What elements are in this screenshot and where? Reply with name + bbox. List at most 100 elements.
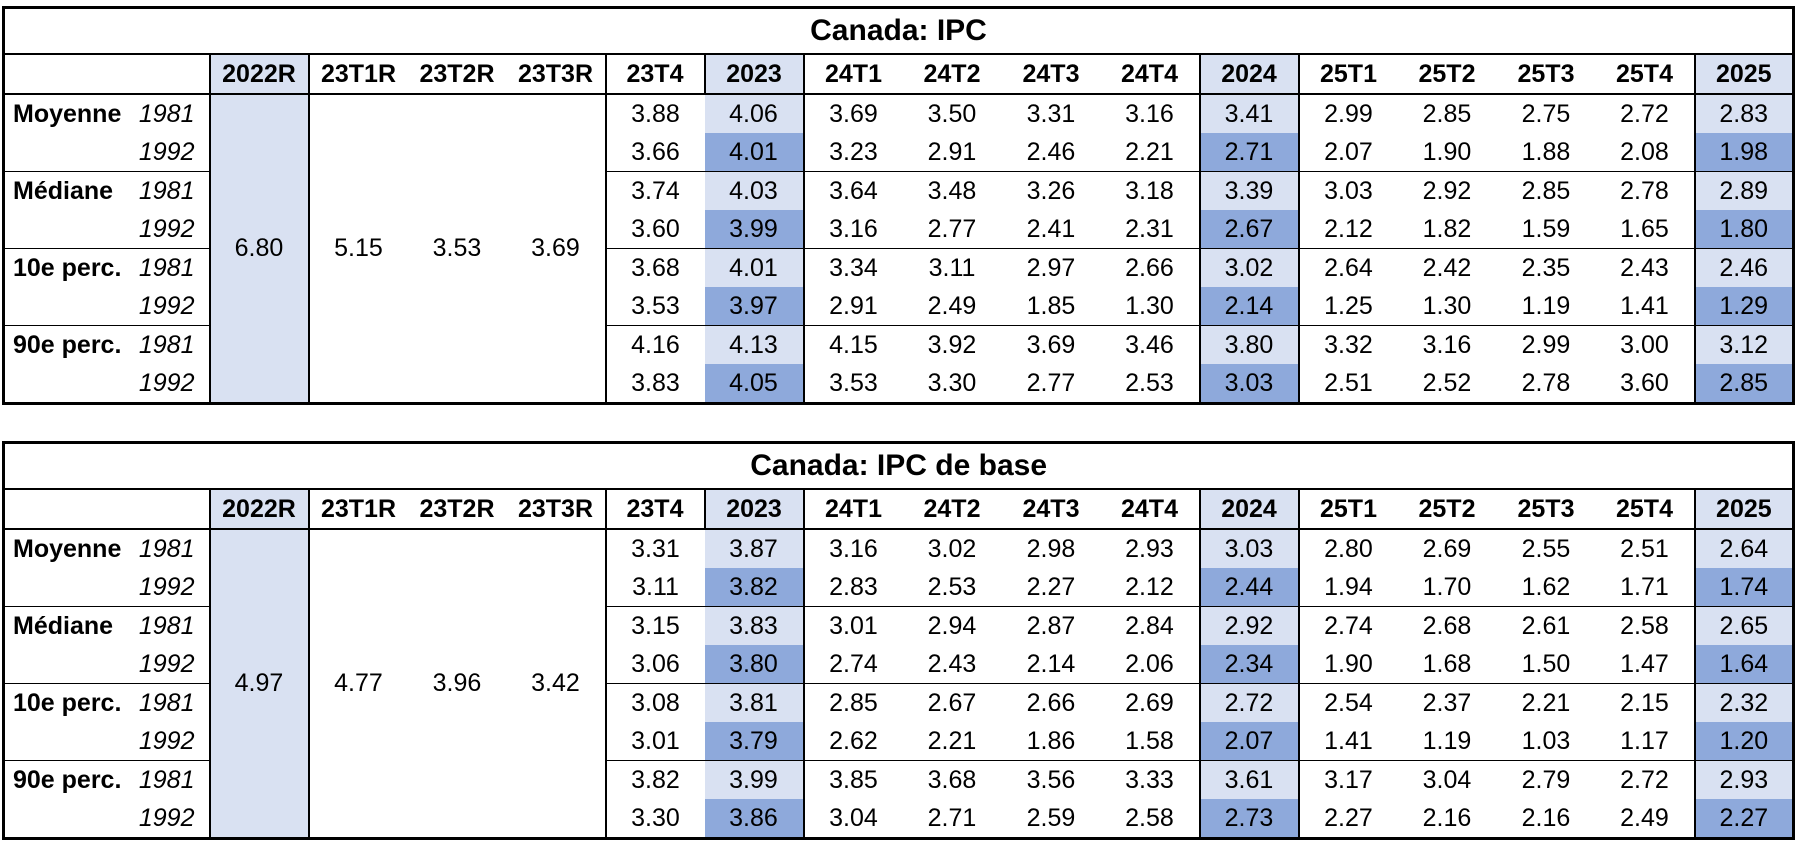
value-cell: 2.37 bbox=[1422, 688, 1472, 717]
value-cell: 2.16 bbox=[1521, 803, 1571, 832]
vintage-label: 1981 bbox=[138, 253, 195, 282]
value-cell: 2.15 bbox=[1620, 688, 1669, 717]
vintage-label: 1981 bbox=[138, 611, 195, 640]
value-cell: 1.90 bbox=[1297, 645, 1398, 684]
column-header: 2023 bbox=[703, 54, 804, 95]
value-cell: 1.70 bbox=[1397, 568, 1497, 607]
value-cell: 2.69 bbox=[1125, 688, 1174, 717]
row-label-empty bbox=[3, 645, 122, 684]
value-cell: 3.16 bbox=[1422, 330, 1472, 359]
value-cell: 1.62 bbox=[1496, 568, 1596, 607]
value-cell: 3.48 bbox=[927, 176, 977, 205]
value-cell: 3.53 bbox=[802, 364, 903, 404]
value-cell: 3.06 bbox=[604, 645, 705, 684]
value-cell: 2.78 bbox=[1521, 368, 1571, 397]
table-canada-ipc: Canada: IPC 2022R 23T1R 23T2R 23T3R 23T4 2023 2… bbox=[2, 6, 1795, 405]
value-cell: 1.74 bbox=[1693, 568, 1794, 607]
value-cell: 3.15 bbox=[604, 606, 705, 645]
value-cell: 2.43 bbox=[902, 645, 1002, 684]
value-cell: 2.72 bbox=[1198, 683, 1299, 722]
row-label-empty bbox=[3, 210, 122, 249]
column-header: 25T4 bbox=[1595, 54, 1695, 95]
vintage-label: 1992 bbox=[121, 287, 210, 326]
value-cell: 2.77 bbox=[902, 210, 1002, 249]
value-cell: 3.31 bbox=[604, 529, 705, 568]
value-cell: 3.23 bbox=[802, 133, 903, 172]
value-cell: 2.69 bbox=[1422, 534, 1472, 563]
value-cell: 2.46 bbox=[1001, 133, 1101, 172]
value-cell: 2.27 bbox=[1001, 568, 1101, 607]
value-cell: 2.85 bbox=[1521, 176, 1571, 205]
column-header: 2023 bbox=[703, 489, 804, 530]
value-cell: 4.01 bbox=[704, 248, 804, 287]
column-header: 23T4 bbox=[604, 489, 705, 530]
value-cell: 3.26 bbox=[1026, 176, 1076, 205]
column-header: 24T1 bbox=[802, 54, 903, 95]
value-cell: 2.07 bbox=[1297, 133, 1398, 172]
value-cell: 3.11 bbox=[928, 253, 976, 282]
vintage-label: 1992 bbox=[138, 368, 195, 397]
value-cell: 3.16 bbox=[802, 529, 903, 568]
vintage-label: 1981 bbox=[138, 688, 195, 717]
value-cell: 3.69 bbox=[1026, 330, 1076, 359]
value-cell: 2.64 bbox=[1693, 529, 1794, 568]
value-cell: 2.58 bbox=[1620, 611, 1669, 640]
value-cell: 1.29 bbox=[1693, 287, 1794, 326]
column-header: 24T4 bbox=[1100, 489, 1200, 530]
value-cell: 3.01 bbox=[604, 722, 705, 761]
value-cell: 2.91 bbox=[902, 133, 1002, 172]
value-cell: 4.05 bbox=[704, 364, 804, 404]
value-cell: 3.11 bbox=[604, 568, 705, 607]
value-cell: 2.53 bbox=[902, 568, 1002, 607]
value-cell: 3.99 bbox=[704, 210, 804, 249]
value-cell: 4.03 bbox=[704, 171, 804, 210]
value-cell: 2.54 bbox=[1297, 683, 1398, 722]
value-cell: 3.04 bbox=[1422, 765, 1472, 794]
column-header: 24T2 bbox=[902, 54, 1002, 95]
value-cell: 2.74 bbox=[802, 645, 903, 684]
column-header: 23T2R bbox=[407, 489, 507, 530]
value-cell: 2.92 bbox=[1198, 606, 1299, 645]
table-title: Canada: IPC bbox=[3, 7, 1794, 55]
value-cell: 1.25 bbox=[1297, 287, 1398, 326]
value-cell: 2.93 bbox=[1125, 534, 1174, 563]
column-header: 23T2R bbox=[407, 54, 507, 95]
value-cell: 3.66 bbox=[604, 133, 705, 172]
value-cell: 2.92 bbox=[1422, 176, 1472, 205]
value-cell: 2.35 bbox=[1521, 253, 1571, 282]
value-cell: 3.85 bbox=[802, 760, 903, 799]
vintage-label: 1992 bbox=[121, 133, 210, 172]
column-header: 24T4 bbox=[1100, 54, 1200, 95]
column-header: 2022R bbox=[208, 54, 309, 95]
value-cell: 2.66 bbox=[1125, 253, 1174, 282]
value-cell: 2.91 bbox=[802, 287, 903, 326]
value-cell: 2.85 bbox=[802, 683, 903, 722]
value-cell: 3.60 bbox=[604, 210, 705, 249]
value-cell: 3.68 bbox=[604, 248, 705, 287]
value-cell: 2.77 bbox=[1026, 368, 1076, 397]
value-cell: 3.46 bbox=[1125, 330, 1174, 359]
value-cell: 2.51 bbox=[1297, 364, 1398, 404]
value-cell: 2.85 bbox=[1693, 364, 1794, 404]
value-cell: 2.52 bbox=[1422, 368, 1472, 397]
value-cell: 2.27 bbox=[1297, 799, 1398, 839]
value-cell: 4.15 bbox=[802, 325, 903, 364]
value-cell: 3.81 bbox=[704, 683, 804, 722]
value-cell: 3.88 bbox=[604, 94, 705, 133]
value-cell: 1.94 bbox=[1297, 568, 1398, 607]
value-cell: 2.07 bbox=[1198, 722, 1299, 761]
value-cell: 2.72 bbox=[1620, 765, 1669, 794]
value-cell: 2.89 bbox=[1693, 171, 1794, 210]
value-cell: 2.32 bbox=[1693, 683, 1794, 722]
value-cell: 1.30 bbox=[1100, 287, 1200, 326]
value-cell: 1.68 bbox=[1397, 645, 1497, 684]
merged-value-cell: 4.77 bbox=[307, 529, 408, 839]
column-header: 23T1R bbox=[307, 54, 408, 95]
value-cell: 2.21 bbox=[1100, 133, 1200, 172]
value-cell: 3.02 bbox=[927, 534, 977, 563]
vintage-label: 1981 bbox=[138, 176, 195, 205]
row-group-label: 90e perc. bbox=[13, 765, 122, 794]
value-cell: 3.03 bbox=[1198, 529, 1299, 568]
value-cell: 1.47 bbox=[1595, 645, 1695, 684]
